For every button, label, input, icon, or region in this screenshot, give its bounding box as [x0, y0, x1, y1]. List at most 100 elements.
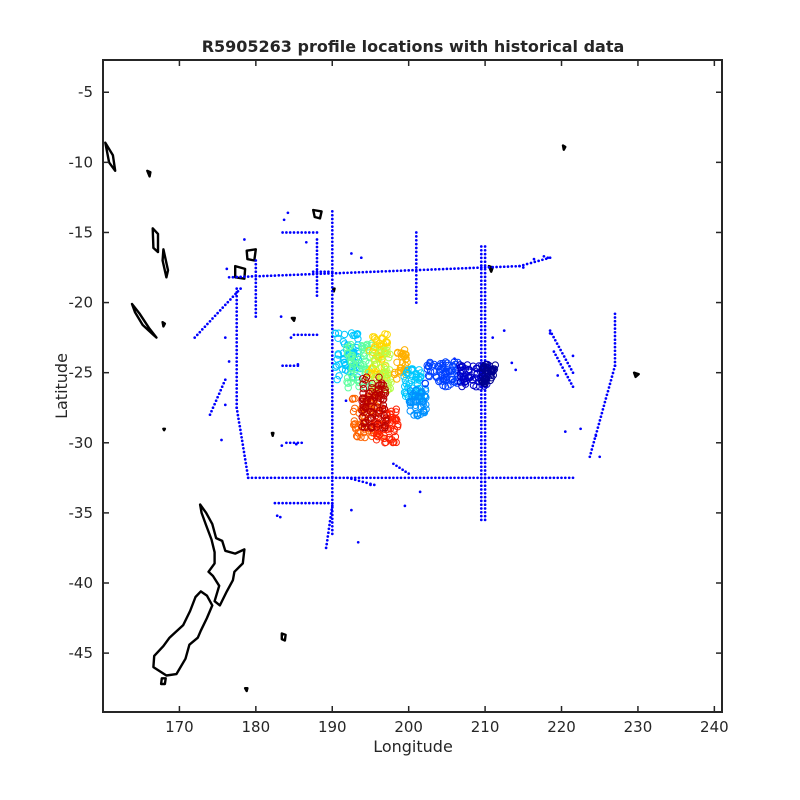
historical-profile-point	[330, 346, 334, 350]
historical-profile-point	[357, 479, 361, 483]
float-profile-marker	[411, 401, 420, 409]
x-axis: 170 180 190 200 210 220 230 240	[165, 60, 729, 736]
historical-profile-point	[235, 364, 239, 367]
historical-profile-point	[414, 254, 418, 258]
historical-profile-point	[483, 298, 487, 302]
historical-profile-point	[483, 393, 487, 396]
historical-profile-point	[330, 244, 334, 247]
historical-profile-point	[330, 414, 334, 418]
historical-profile-point	[235, 321, 239, 325]
historical-profile-point	[330, 437, 334, 441]
coastline	[280, 632, 287, 642]
float-profile-marker	[446, 368, 454, 376]
historical-profile-point	[210, 409, 213, 413]
historical-profile-point	[613, 342, 617, 345]
historical-profile-point	[235, 302, 239, 306]
historical-profile-point	[330, 464, 334, 467]
historical-profile-point	[235, 348, 239, 352]
historical-profile-point	[502, 476, 506, 480]
float-profile-marker	[463, 361, 472, 369]
historical-profile-point	[223, 303, 227, 307]
coastline	[152, 590, 214, 677]
historical-profile-point	[479, 397, 483, 400]
float-profile-marker	[370, 333, 378, 341]
historical-profile-point	[411, 268, 414, 272]
historical-profile-point	[499, 265, 502, 269]
historical-profile-point	[479, 495, 483, 499]
historical-profile-point	[211, 406, 215, 410]
float-profile-marker	[393, 416, 401, 424]
historical-profile-point	[472, 476, 475, 480]
historical-profile-point	[330, 456, 334, 460]
historical-profile-point	[392, 462, 395, 466]
historical-profile-point	[483, 495, 487, 499]
historical-profile-point	[483, 442, 487, 446]
historical-profile-point	[315, 253, 319, 256]
historical-profile-point	[330, 282, 334, 285]
historical-profile-point	[327, 531, 330, 535]
historical-profile-point	[330, 308, 334, 312]
historical-profile-point	[334, 271, 338, 275]
historical-profile-point	[554, 353, 557, 357]
historical-profile-point	[235, 360, 239, 363]
historical-profile-point	[422, 268, 426, 272]
historical-profile-point	[464, 266, 468, 270]
historical-profile-point	[226, 300, 230, 304]
y-tick-label: -15	[69, 223, 94, 241]
historical-profile-point	[307, 501, 311, 505]
float-profile-marker	[378, 379, 386, 387]
historical-profile-point	[315, 238, 319, 241]
historical-profile-point	[326, 535, 330, 538]
float-profile-marker	[347, 357, 356, 365]
historical-profile-point	[235, 406, 239, 410]
coastline	[245, 248, 258, 262]
historical-profile-point	[229, 298, 232, 301]
float-profile-marker	[434, 362, 442, 370]
historical-profile-point	[483, 321, 487, 324]
historical-profile-point	[596, 426, 600, 429]
historical-profile-point	[483, 450, 487, 453]
historical-profile-point	[330, 236, 334, 240]
historical-profile-point	[613, 316, 617, 319]
historical-profile-point	[330, 388, 334, 392]
float-profile-marker	[368, 369, 376, 377]
historical-profile-point	[483, 400, 487, 404]
historical-profile-point	[384, 476, 388, 480]
historical-profile-point	[599, 415, 603, 419]
historical-profile-point	[285, 364, 288, 368]
historical-profile-point	[479, 435, 483, 438]
y-tick-label: -20	[69, 294, 94, 312]
historical-profile-point	[235, 298, 239, 302]
historical-profile-point	[311, 272, 315, 276]
float-profile-marker	[331, 329, 340, 338]
float-profile-marker	[366, 414, 375, 422]
float-profile-marker	[453, 379, 461, 387]
historical-profile-point	[559, 348, 562, 352]
float-profile-marker	[359, 384, 368, 393]
float-profile-marker	[439, 376, 448, 384]
historical-profile-point	[361, 480, 365, 484]
historical-profile-point	[518, 264, 521, 268]
historical-profile-point	[278, 515, 282, 519]
historical-profile-point	[330, 399, 334, 403]
float-profile-marker	[403, 358, 411, 366]
historical-profile-point	[319, 476, 323, 480]
historical-profile-point	[350, 508, 353, 512]
historical-profile-point	[285, 501, 288, 505]
historical-profile-point	[479, 252, 483, 256]
historical-profile-point	[483, 305, 487, 309]
historical-profile-point	[479, 393, 483, 396]
historical-profile-point	[479, 302, 483, 305]
historical-profile-point	[294, 442, 298, 446]
historical-profile-point	[242, 446, 245, 450]
historical-profile-point	[487, 265, 491, 269]
float-profile-marker	[335, 372, 343, 380]
historical-profile-point	[445, 476, 449, 480]
historical-profile-point	[330, 229, 334, 232]
historical-profile-point	[330, 248, 334, 251]
historical-profile-point	[483, 472, 487, 476]
historical-profile-point	[388, 476, 391, 480]
historical-profile-point	[564, 372, 568, 376]
historical-profile-point	[541, 476, 544, 480]
historical-profile-point	[315, 270, 319, 274]
